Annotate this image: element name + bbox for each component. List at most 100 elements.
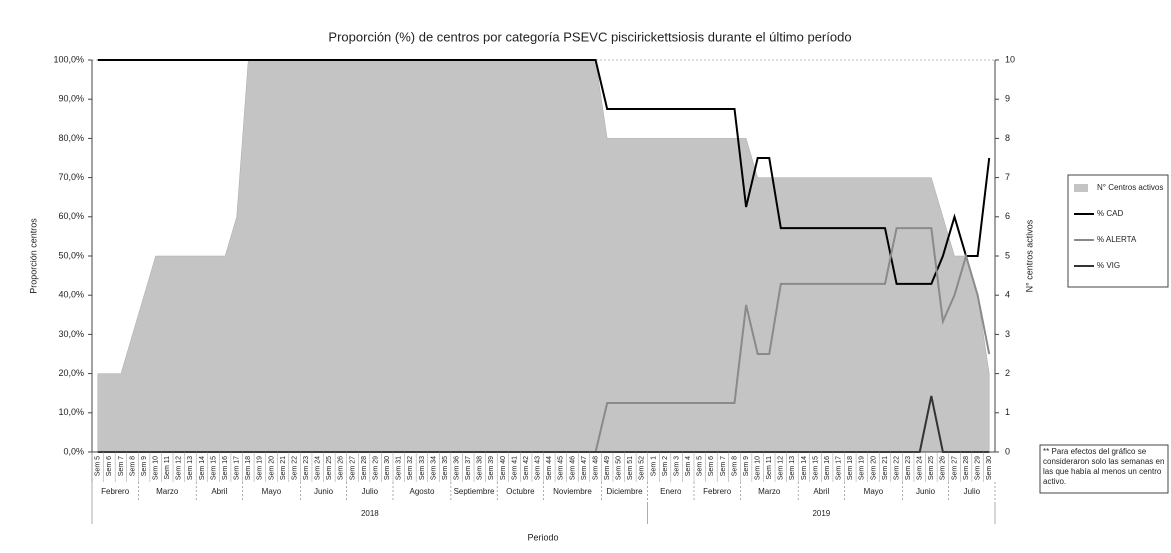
x-tick-label: Sem 18 [847, 456, 854, 480]
x-tick-label: Sem 19 [859, 456, 866, 480]
line [97, 59, 991, 285]
x-axis-title: Periodo [527, 532, 558, 542]
y2-tick-label: 8 [1005, 133, 1010, 143]
month-label: Octubre [506, 487, 535, 496]
y2-tick-label: 10 [1005, 54, 1015, 64]
x-tick-label: Sem 23 [303, 456, 310, 480]
x-tick-label: Sem 16 [222, 456, 229, 480]
x-tick-label: Sem 4 [685, 456, 692, 476]
x-tick-label: Sem 38 [477, 456, 484, 480]
x-tick-label: Sem 32 [407, 456, 414, 480]
y-tick-label: 80,0% [58, 133, 84, 143]
month-label: Diciembre [607, 487, 644, 496]
month-label: Mayo [864, 487, 884, 496]
x-tick-label: Sem 14 [801, 456, 808, 480]
x-tick-label: Sem 18 [245, 456, 252, 480]
x-tick-label: Sem 28 [963, 456, 970, 480]
x-tick-label: Sem 30 [384, 456, 391, 480]
x-tick-label: Sem 2 [662, 456, 669, 476]
x-tick-label: Sem 34 [430, 456, 437, 480]
y2-tick-label: 7 [1005, 172, 1010, 182]
y2-tick-label: 9 [1005, 94, 1010, 104]
x-tick-label: Sem 33 [419, 456, 426, 480]
x-tick-label: Sem 35 [442, 456, 449, 480]
y-tick-label: 40,0% [58, 290, 84, 300]
month-label: Septiembre [454, 487, 495, 496]
x-tick-label: Sem 5 [697, 456, 704, 476]
x-tick-label: Sem 27 [349, 456, 356, 480]
month-label: Mayo [262, 487, 282, 496]
x-tick-label: Sem 26 [338, 456, 345, 480]
x-tick-label: Sem 36 [454, 456, 461, 480]
month-label: Julio [362, 487, 379, 496]
x-tick-label: Sem 45 [558, 456, 565, 480]
x-tick-label: Sem 16 [824, 456, 831, 480]
year-label: 2018 [361, 509, 379, 518]
x-tick-label: Sem 20 [268, 456, 275, 480]
legend-box [1067, 174, 1169, 288]
month-label: Junio [314, 487, 334, 496]
chart-title: Proporción (%) de centros por categoría … [328, 29, 851, 44]
x-tick-label: Sem 20 [870, 456, 877, 480]
y-tick-label: 0,0% [63, 446, 84, 456]
x-tick-label: Sem 8 [731, 456, 738, 476]
x-tick-label: Sem 43 [535, 456, 542, 480]
x-tick-label: Sem 46 [569, 456, 576, 480]
x-tick-label: Sem 10 [755, 456, 762, 480]
month-label: Junio [916, 487, 936, 496]
x-tick-label: Sem 23 [905, 456, 912, 480]
legend-label: N° Centros activos [1097, 183, 1163, 192]
y-tick-label: 20,0% [58, 368, 84, 378]
x-tick-label: Sem 19 [257, 456, 264, 480]
y-tick-label: 100,0% [53, 54, 84, 64]
y2-tick-label: 4 [1005, 290, 1010, 300]
x-tick-label: Sem 10 [153, 456, 160, 480]
month-label: Julio [964, 487, 981, 496]
x-tick-label: Sem 26 [940, 456, 947, 480]
x-tick-label: Sem 41 [511, 456, 518, 480]
x-tick-label: Sem 1 [650, 456, 657, 476]
x-tick-label: Sem 17 [234, 456, 241, 480]
x-tick-label: Sem 22 [291, 456, 298, 480]
x-tick-label: Sem 11 [164, 456, 171, 480]
legend-label: % CAD [1097, 209, 1123, 218]
x-tick-label: Sem 30 [986, 456, 993, 480]
month-label: Marzo [156, 487, 179, 496]
legend-label: % VIG [1097, 261, 1120, 270]
x-tick-label: Sem 29 [372, 456, 379, 480]
x-tick-label: Sem 12 [176, 456, 183, 480]
y-tick-label: 60,0% [58, 211, 84, 221]
y-tick-label: 50,0% [58, 250, 84, 260]
x-tick-label: Sem 51 [627, 456, 634, 480]
x-tick-label: Sem 44 [546, 456, 553, 480]
x-tick-label: Sem 17 [836, 456, 843, 480]
x-tick-label: Sem 5 [95, 456, 102, 476]
x-tick-label: Sem 25 [928, 456, 935, 480]
y2-tick-label: 2 [1005, 368, 1010, 378]
x-tick-label: Sem 28 [361, 456, 368, 480]
month-label: Enero [660, 487, 682, 496]
x-tick-label: Sem 27 [951, 456, 958, 480]
legend-label: % ALERTA [1097, 235, 1137, 244]
y2-tick-label: 3 [1005, 329, 1010, 339]
x-tick-label: Sem 50 [616, 456, 623, 480]
y-axis-title: Proporción centros [28, 218, 38, 294]
x-tick-label: Sem 29 [974, 456, 981, 480]
month-label: Abril [813, 487, 829, 496]
x-tick-label: Sem 42 [523, 456, 530, 480]
y2-tick-label: 0 [1005, 446, 1010, 456]
y2-tick-label: 1 [1005, 407, 1010, 417]
x-tick-label: Sem 12 [778, 456, 785, 480]
x-tick-label: Sem 15 [210, 456, 217, 480]
month-label: Marzo [758, 487, 781, 496]
x-tick-label: Sem 21 [882, 456, 889, 480]
x-tick-label: Sem 40 [500, 456, 507, 480]
x-tick-label: Sem 9 [743, 456, 750, 476]
note: ** Para efectos del gráfico se considera… [1043, 447, 1164, 486]
y-tick-label: 10,0% [58, 407, 84, 417]
y2-tick-label: 5 [1005, 250, 1010, 260]
x-tick-label: Sem 24 [917, 456, 924, 480]
area [97, 59, 990, 453]
x-tick-label: Sem 22 [893, 456, 900, 480]
x-tick-label: Sem 8 [129, 456, 136, 476]
